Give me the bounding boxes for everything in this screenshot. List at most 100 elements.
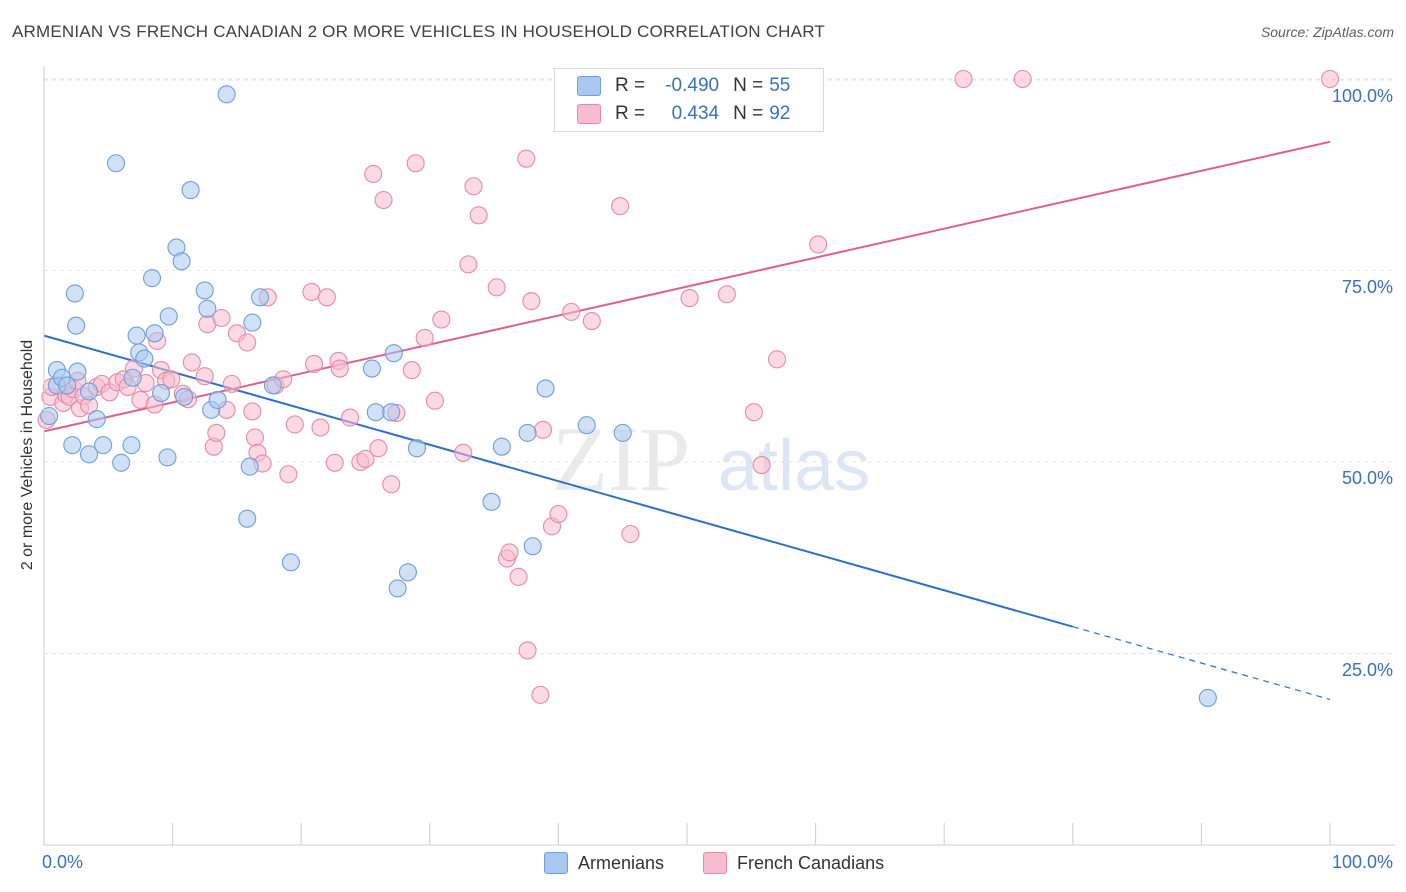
y-tick-label: 50.0% <box>1341 468 1393 488</box>
french-canadian-point <box>311 418 330 437</box>
french-canadian-point <box>487 278 506 297</box>
trend-line-extension <box>1072 626 1331 701</box>
french-canadian-point <box>744 403 763 422</box>
french-canadian-point <box>222 374 241 393</box>
series-legend-armenians[interactable]: Armenians <box>544 852 664 874</box>
armenian-point <box>151 384 171 403</box>
armenian-point <box>87 410 106 429</box>
series-legend-french-canadians[interactable]: French Canadians <box>703 852 884 874</box>
x-tick-label-max: 100.0% <box>1331 852 1393 872</box>
armenian-point <box>175 387 194 406</box>
armenian-point <box>112 453 131 472</box>
armenian-point <box>58 376 77 395</box>
french-canadian-point <box>1013 69 1032 89</box>
y-tick-label: 25.0% <box>1341 660 1393 680</box>
french-canadian-point <box>243 402 262 421</box>
french-canadian-point <box>212 308 231 328</box>
source-label: Source: ZipAtlas.com <box>1260 24 1394 40</box>
armenian-point <box>382 403 401 422</box>
french-canadian-point <box>317 288 336 307</box>
french-canadian-point <box>680 289 699 308</box>
series-swatch-french-canadians <box>703 852 727 874</box>
french-canadian-point <box>356 449 375 468</box>
armenian-point <box>482 492 501 511</box>
armenian-point <box>240 457 259 476</box>
armenian-point <box>518 423 537 442</box>
armenian-point <box>263 376 282 395</box>
correlation-legend: R = -0.490 N = 55 R = 0.434 N = 92 <box>554 68 824 132</box>
french-canadian-point <box>207 423 226 442</box>
armenian-point <box>67 316 86 335</box>
armenian-point <box>208 390 227 410</box>
watermark: ZIP atlas <box>552 408 870 510</box>
armenian-point <box>492 437 511 456</box>
french-canadian-point <box>195 367 214 386</box>
french-canadian-point <box>809 235 828 254</box>
legend-n-value: 92 <box>769 103 791 124</box>
legend-r-label: R = <box>615 75 646 96</box>
series-swatch-armenians <box>544 852 568 874</box>
legend-swatch-french-canadians <box>577 104 601 124</box>
legend-row-french-canadians: R = 0.434 N = 92 <box>555 101 790 127</box>
french-canadian-point <box>382 475 401 494</box>
french-canadian-point <box>325 453 344 472</box>
french-canadian-point <box>279 465 298 484</box>
trend-line-french-canadians <box>43 140 1331 433</box>
armenian-point <box>94 436 113 455</box>
french-canadian-point <box>305 354 324 374</box>
french-canadian-point <box>182 353 201 372</box>
armenian-point <box>68 362 87 381</box>
french-canadian-point <box>330 359 349 378</box>
french-canadian-point <box>954 69 973 89</box>
trend-lines <box>43 140 1331 701</box>
armenian-point <box>523 537 542 556</box>
armenian-point <box>158 448 177 467</box>
series-label: French Canadians <box>737 852 885 873</box>
armenian-point <box>281 553 300 572</box>
legend-swatch-armenians <box>577 76 601 96</box>
french-canadian-point <box>374 190 393 210</box>
watermark-atlas: atlas <box>718 426 870 506</box>
armenian-point <box>63 436 82 455</box>
french-canadian-point <box>425 391 444 410</box>
french-canadian-point <box>752 456 771 475</box>
armenian-point <box>398 563 417 582</box>
armenian-point <box>388 579 407 598</box>
french-canadian-point <box>500 543 519 562</box>
french-canadian-point <box>464 177 483 196</box>
legend-row-armenians: R = -0.490 N = 55 <box>555 73 790 99</box>
armenian-point <box>159 307 178 326</box>
armenian-point <box>198 299 217 318</box>
armenian-point <box>106 154 126 173</box>
armenian-point <box>1198 688 1217 707</box>
french-canadian-point <box>549 505 568 524</box>
french-canadian-point <box>369 439 388 458</box>
armenian-point <box>195 281 214 300</box>
legend-n-label: N = <box>733 75 764 96</box>
french-canadian-point <box>522 292 541 311</box>
armenian-point <box>181 181 200 200</box>
armenian-point <box>238 509 257 528</box>
armenian-point <box>142 269 162 288</box>
french-canadian-point <box>285 415 304 434</box>
french-canadian-point <box>245 428 264 447</box>
armenian-point <box>366 403 385 422</box>
armenian-point <box>243 313 262 332</box>
french-canadian-point <box>717 285 736 304</box>
french-canadian-point <box>459 255 478 274</box>
french-canadian-point <box>509 567 528 586</box>
x-tick-label-min: 0.0% <box>42 852 84 872</box>
french-canadian-point <box>415 328 434 347</box>
legend-n-label: N = <box>733 103 764 124</box>
armenian-point <box>79 382 99 401</box>
axes <box>43 66 1395 846</box>
legend-r-value: 0.434 <box>671 103 720 124</box>
armenian-point <box>123 368 142 387</box>
french-canadian-point <box>517 149 536 168</box>
french-canadian-point <box>611 197 630 216</box>
armenian-point <box>145 324 164 343</box>
series-label: Armenians <box>578 852 665 873</box>
french-canadian-point <box>767 350 787 369</box>
french-canadian-point <box>341 408 360 427</box>
